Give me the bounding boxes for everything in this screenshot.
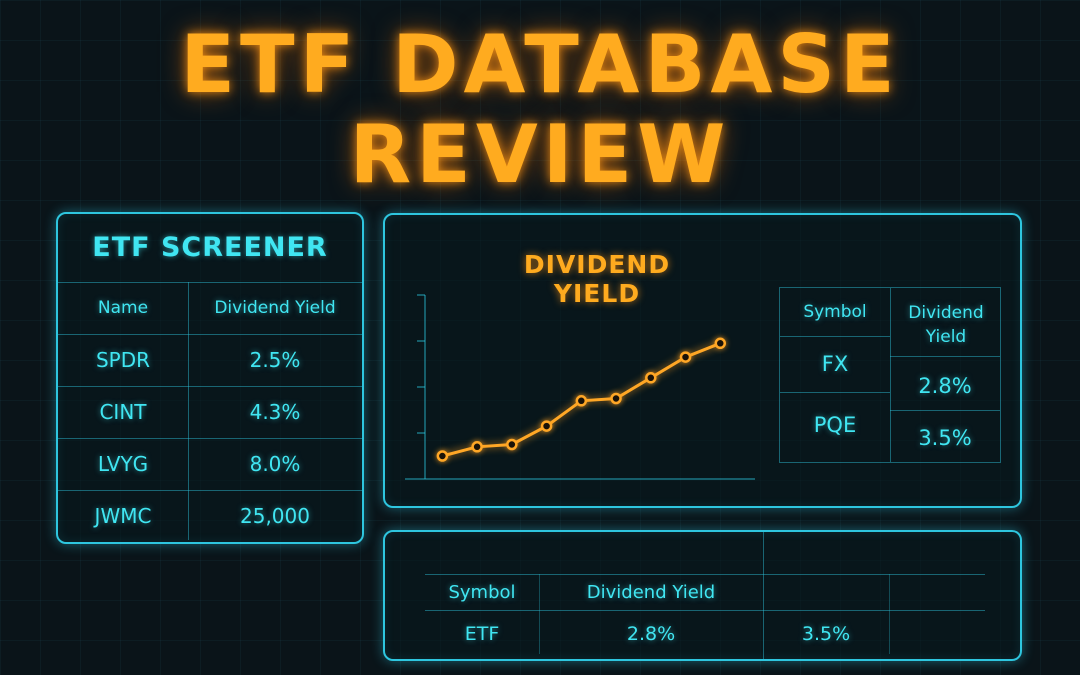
bottom-row-symbol: ETF: [464, 623, 500, 645]
chart-point-4: [540, 420, 553, 432]
screener-header-name: Name: [97, 298, 149, 318]
bottom-header-symbol: Symbol: [448, 582, 516, 603]
bottom-row-yield-2: 3.5%: [801, 623, 851, 645]
bottom-header-yield: Dividend Yield: [586, 582, 716, 603]
screener-header-yield: Dividend Yield: [214, 298, 336, 318]
chart-point-9: [714, 337, 727, 350]
chart-point-1: [436, 450, 449, 462]
chart-point-2: [471, 441, 483, 453]
screener-row-1-yield: 2.5%: [249, 348, 301, 372]
screener-row-3-name: LVYG: [97, 452, 149, 476]
inner-yield-1: 2.8%: [918, 374, 972, 398]
inner-symbol-2: PQE: [813, 413, 857, 437]
chart-point-3: [506, 438, 518, 451]
screener-row-4-name: JWMC: [94, 504, 152, 528]
screener-row-3-yield: 8.0%: [249, 452, 301, 476]
screener-row-2-name: CINT: [99, 400, 147, 424]
chart-point-6: [610, 392, 622, 405]
screener-row-2-yield: 4.3%: [249, 400, 301, 424]
chart-point-5: [575, 395, 588, 407]
bottom-row-yield-1: 2.8%: [626, 623, 676, 645]
dividend-yield-panel: DIVIDEND YIELD Symbol Dividend Yield FX …: [383, 213, 1022, 508]
chart-title: DIVIDEND YIELD: [523, 250, 671, 308]
inner-yield-2: 3.5%: [918, 426, 972, 450]
etf-screener-panel: ETF SCREENER Name Dividend Yield SPDR 2.…: [56, 212, 364, 544]
bottom-table-panel: Symbol Dividend Yield ETF 2.8% 3.5%: [383, 530, 1022, 661]
page-title-line-2: REVIEW: [349, 108, 731, 201]
symbol-yield-table: Symbol Dividend Yield FX PQE 2.8% 3.5%: [779, 287, 1001, 463]
inner-symbol-1: FX: [821, 352, 849, 376]
inner-header-symbol: Symbol: [803, 302, 867, 322]
chart-point-8: [679, 351, 692, 363]
screener-title: ETF SCREENER: [92, 232, 328, 263]
screener-row-1-name: SPDR: [95, 348, 151, 372]
dividend-yield-chart: [405, 294, 755, 480]
chart-point-7: [645, 372, 657, 384]
screener-row-4-yield: 25,000: [240, 504, 310, 528]
inner-header-yield: Dividend Yield: [908, 303, 984, 347]
page-title-line-1: ETF DATABASE: [180, 18, 900, 111]
